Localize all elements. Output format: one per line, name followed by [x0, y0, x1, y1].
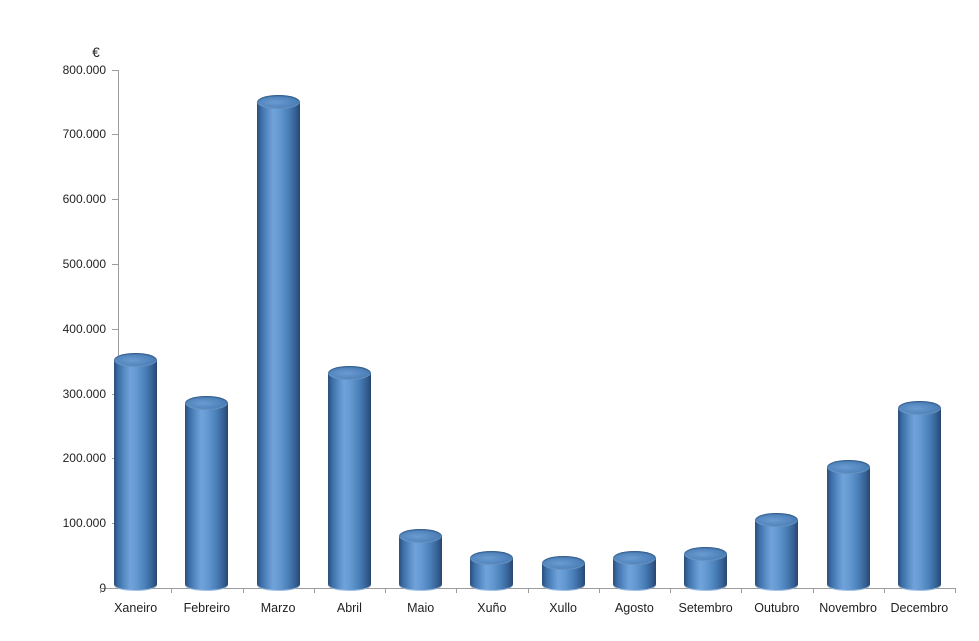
y-axis-tick-label: 0 — [99, 581, 106, 595]
x-axis-tick — [171, 588, 173, 593]
y-axis-tick — [112, 263, 119, 265]
bar-top-abril[interactable] — [327, 365, 371, 380]
y-axis-tick-label: 600.000 — [62, 192, 106, 207]
bar-xaneiro[interactable] — [114, 359, 158, 591]
bar-top-setembro[interactable] — [684, 546, 728, 561]
bar-top-xuño[interactable] — [470, 550, 514, 565]
x-axis-tick — [741, 588, 743, 593]
x-axis-tick — [955, 588, 956, 593]
x-axis-category-label: Febreiro — [183, 601, 231, 615]
y-axis-tick — [112, 69, 119, 71]
bar-novembro[interactable] — [826, 466, 870, 591]
bar-top-novembro[interactable] — [826, 459, 870, 474]
x-axis-tick — [598, 588, 600, 593]
y-axis-tick — [112, 134, 119, 136]
x-axis-category-label: Decembro — [890, 601, 949, 615]
bar-top-xaneiro[interactable] — [114, 352, 158, 367]
x-axis-category-label: Outubro — [754, 601, 800, 615]
x-axis-tick — [313, 588, 315, 593]
y-axis-tick-label: 300.000 — [62, 386, 106, 401]
x-axis-category-label: Xaneiro — [114, 601, 158, 615]
y-axis-tick — [112, 588, 119, 589]
bar-abril[interactable] — [327, 372, 371, 591]
y-axis-unit-label: € — [92, 45, 100, 60]
x-axis-tick — [883, 588, 885, 593]
x-axis-tick — [100, 588, 101, 593]
y-axis-tick-label: 500.000 — [62, 256, 106, 271]
bar-outubro[interactable] — [755, 519, 799, 591]
bar-top-decembro[interactable] — [897, 400, 941, 415]
y-axis-tick-label: 100.000 — [62, 516, 106, 531]
x-axis-category-label: Marzo — [260, 601, 296, 615]
x-axis-tick — [242, 588, 244, 593]
y-axis-tick — [112, 328, 119, 330]
bar-top-marzo[interactable] — [256, 94, 300, 109]
bar-top-outubro[interactable] — [755, 512, 799, 527]
bar-maio[interactable] — [399, 536, 443, 591]
bar-top-xullo[interactable] — [541, 556, 585, 571]
x-axis-category-label: Abril — [336, 601, 362, 615]
y-axis-tick-label: 800.000 — [62, 62, 106, 77]
x-axis-category-label: Agosto — [614, 601, 654, 615]
x-axis-category-label: Setembro — [678, 601, 733, 615]
y-axis-tick-label: 400.000 — [62, 321, 106, 336]
x-axis-category-label: Maio — [407, 601, 435, 615]
bar-decembro[interactable] — [897, 407, 941, 591]
x-axis-category-label: Xuño — [477, 601, 507, 615]
x-axis-tick — [670, 588, 671, 593]
x-axis-tick — [527, 588, 529, 593]
bar-marzo[interactable] — [256, 101, 300, 591]
y-axis-tick — [112, 199, 119, 201]
y-axis-tick-label: 700.000 — [62, 127, 106, 142]
x-axis-tick — [456, 588, 458, 593]
y-axis-tick-label: 200.000 — [62, 451, 106, 466]
bar-top-febreiro[interactable] — [185, 395, 229, 410]
bar-top-maio[interactable] — [399, 529, 443, 544]
x-axis-category-label: Xullo — [549, 601, 578, 615]
x-axis-category-label: Novembro — [819, 601, 877, 615]
bar-febreiro[interactable] — [185, 402, 229, 591]
x-axis-tick — [812, 588, 814, 593]
bar-top-agosto[interactable] — [612, 551, 656, 566]
x-axis-tick — [385, 588, 386, 593]
